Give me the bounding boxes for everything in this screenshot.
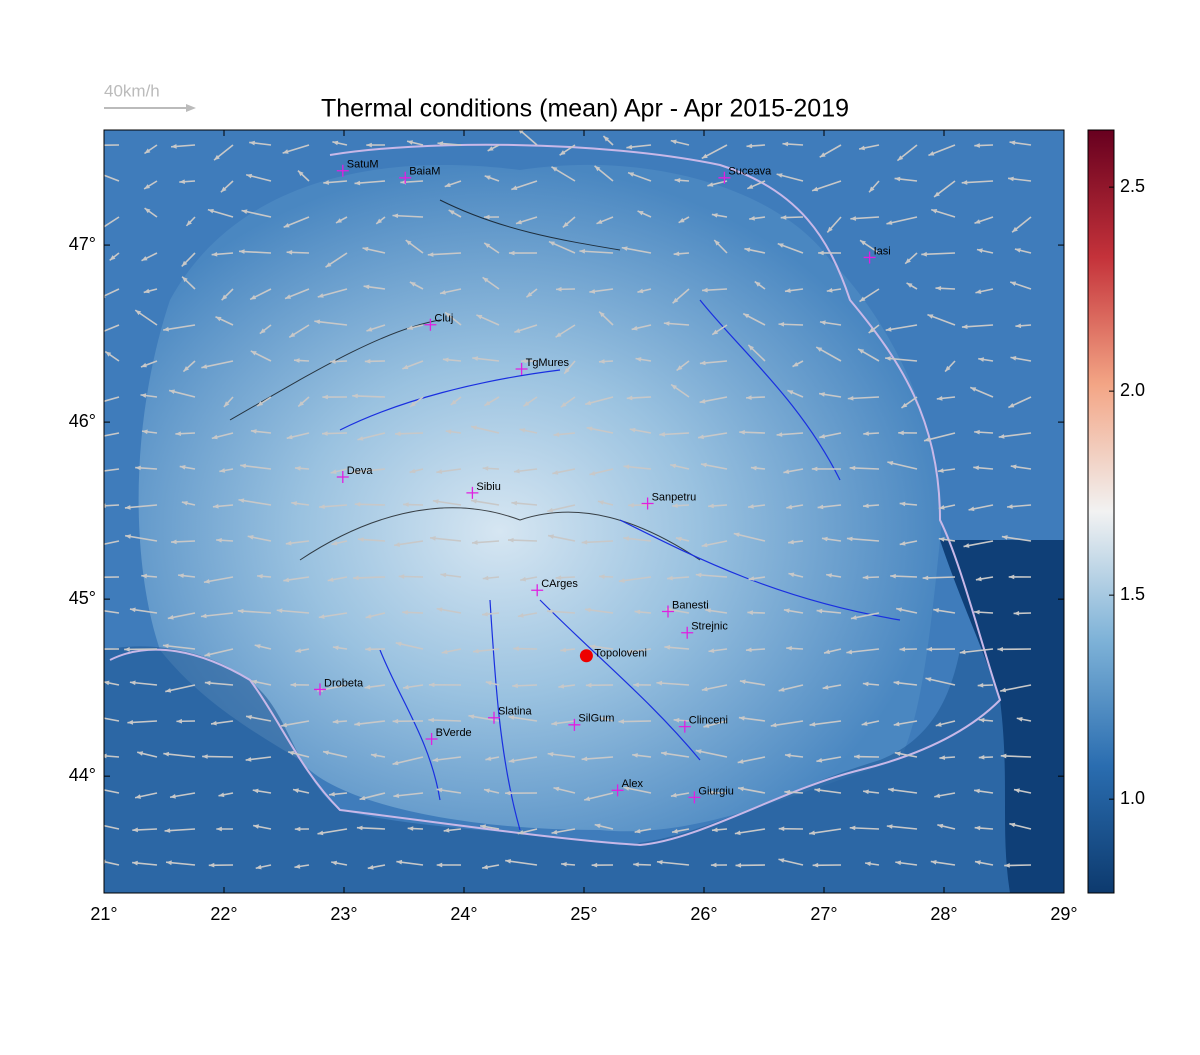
- city-label: Strejnic: [691, 621, 728, 633]
- city-label: Sanpetru: [652, 491, 697, 503]
- highlight-marker: [580, 649, 593, 662]
- city-label: Cluj: [434, 313, 453, 325]
- city-label: BVerde: [436, 727, 472, 739]
- colorbar-tick-label: 1.5: [1120, 584, 1145, 604]
- colorbar-tick-label: 1.0: [1120, 788, 1145, 808]
- wind-arrowhead: [91, 470, 97, 475]
- wind-legend-arrowhead: [186, 104, 196, 112]
- colorbar-tick-label: 2.0: [1120, 380, 1145, 400]
- wind-arrowhead: [90, 714, 96, 719]
- wind-arrowhead: [97, 434, 103, 439]
- wind-arrowhead: [89, 402, 95, 406]
- city-label: Drobeta: [324, 677, 364, 689]
- x-tick-label: 28°: [930, 904, 957, 924]
- city-label: Slatina: [498, 706, 533, 718]
- city-label: Clinceni: [689, 714, 728, 726]
- wind-arrowhead: [91, 607, 97, 612]
- city-label: CArges: [541, 578, 578, 590]
- wind-arrowhead: [91, 786, 97, 791]
- wind-arrowhead: [97, 647, 103, 652]
- wind-arrowhead: [94, 543, 100, 548]
- map-area: [89, 129, 1064, 893]
- city-label: Banesti: [672, 599, 709, 611]
- x-tick-label: 21°: [90, 904, 117, 924]
- wind-arrowhead: [96, 172, 102, 176]
- y-tick-label: 47°: [69, 234, 96, 254]
- x-tick-label: 23°: [330, 904, 357, 924]
- colorbar-scale: [1088, 130, 1114, 893]
- city-label: SatuM: [347, 159, 379, 171]
- city-label: Sibiu: [476, 481, 500, 493]
- city-label: Deva: [347, 465, 374, 477]
- wind-legend-label: 40km/h: [104, 81, 160, 100]
- colorbar-tick-label: 2.5: [1120, 176, 1145, 196]
- wind-arrowhead: [91, 822, 97, 827]
- city-label: SilGum: [578, 713, 614, 725]
- highlight-label: Topoloveni: [594, 648, 647, 660]
- city-label: Giurgiu: [698, 785, 733, 797]
- city-label: TgMures: [526, 357, 570, 369]
- wind-arrowhead: [97, 330, 103, 334]
- wind-arrowhead: [94, 575, 100, 580]
- city-label: Iasi: [874, 245, 891, 257]
- x-tick-label: 26°: [690, 904, 717, 924]
- city-label: Suceava: [728, 166, 772, 178]
- y-tick-label: 46°: [69, 411, 96, 431]
- city-label: Alex: [622, 778, 644, 790]
- x-tick-label: 24°: [450, 904, 477, 924]
- x-tick-label: 25°: [570, 904, 597, 924]
- wind-arrowhead: [100, 860, 106, 865]
- map-title: Thermal conditions (mean) Apr - Apr 2015…: [321, 95, 849, 123]
- y-tick-label: 45°: [69, 588, 96, 608]
- colorbar: 1.0 1.5 2.0 2.5: [1088, 130, 1145, 893]
- x-tick-label: 29°: [1050, 904, 1077, 924]
- x-tick-label: 22°: [210, 904, 237, 924]
- x-tick-label: 27°: [810, 904, 837, 924]
- city-label: BaiaM: [409, 166, 440, 178]
- wind-arrow: [100, 505, 119, 506]
- y-tick-label: 44°: [69, 765, 96, 785]
- wind-arrowhead: [94, 143, 100, 148]
- wind-arrowhead: [100, 503, 106, 508]
